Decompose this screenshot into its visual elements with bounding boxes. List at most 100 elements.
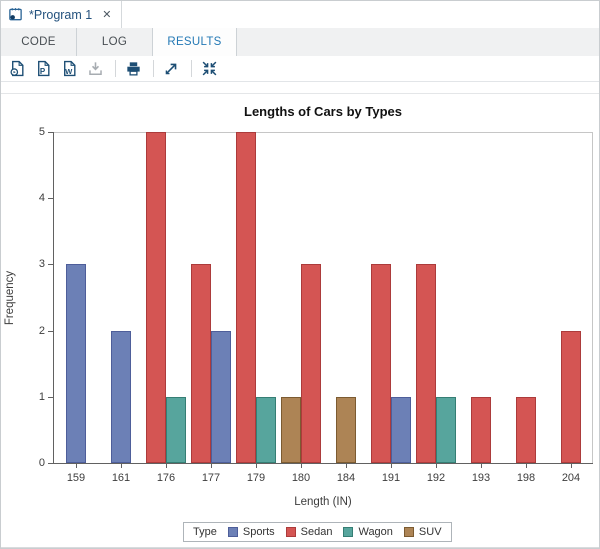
y-tick xyxy=(48,132,53,133)
x-tick xyxy=(121,463,122,468)
y-tick-label: 5 xyxy=(38,126,45,138)
tab-log[interactable]: LOG xyxy=(77,28,153,56)
legend-label: Wagon xyxy=(358,526,393,538)
x-tick xyxy=(571,463,572,468)
x-tick xyxy=(481,463,482,468)
x-tick xyxy=(211,463,212,468)
x-tick-label: 179 xyxy=(246,472,266,484)
x-tick xyxy=(436,463,437,468)
x-tick xyxy=(526,463,527,468)
legend-entry-wagon: Wagon xyxy=(343,526,393,538)
legend-swatch-suv xyxy=(403,527,414,537)
y-tick xyxy=(48,331,53,332)
x-axis-title: Length (IN) xyxy=(294,496,352,508)
x-tick-label: 159 xyxy=(66,472,86,484)
bar-177-sedan xyxy=(191,264,211,463)
x-tick-label: 184 xyxy=(336,472,356,484)
x-tick xyxy=(76,463,77,468)
print-icon[interactable] xyxy=(125,60,142,77)
open-in-new-window-icon[interactable] xyxy=(163,60,180,77)
legend-label: Sports xyxy=(242,526,275,538)
plot-area xyxy=(53,132,593,463)
bar-177-sports xyxy=(211,331,231,463)
bar-192-sedan xyxy=(416,264,436,463)
bar-191-sedan xyxy=(371,264,391,463)
results-tab-bar: CODE LOG RESULTS xyxy=(1,28,599,56)
bar-176-sedan xyxy=(146,132,166,463)
x-tick-label: 192 xyxy=(426,472,446,484)
bar-176-wagon xyxy=(166,397,186,463)
results-toolbar: P W xyxy=(1,56,599,82)
legend-entry-sedan: Sedan xyxy=(285,526,333,538)
results-html-icon[interactable] xyxy=(9,60,26,77)
bar-179-sedan xyxy=(236,132,256,463)
y-tick-label: 4 xyxy=(38,192,45,204)
x-tick-label: 204 xyxy=(561,472,581,484)
x-tick xyxy=(346,463,347,468)
tab-program-1[interactable]: *Program 1 ✕ xyxy=(1,1,123,28)
svg-text:P: P xyxy=(40,67,46,76)
results-area-divider xyxy=(1,93,599,94)
window-tab-title: *Program 1 xyxy=(29,7,93,22)
window-tab-strip: *Program 1 ✕ xyxy=(1,1,599,29)
toolbar-separator xyxy=(115,60,116,77)
y-axis-title: Frequency xyxy=(4,270,16,325)
x-tick-label: 177 xyxy=(201,472,221,484)
y-tick-label: 0 xyxy=(38,457,45,469)
y-tick xyxy=(48,397,53,398)
y-tick-label: 2 xyxy=(38,325,45,337)
bar-184-suv xyxy=(336,397,356,463)
y-tick xyxy=(48,264,53,265)
bar-192-wagon xyxy=(436,397,456,463)
x-tick xyxy=(301,463,302,468)
legend-entry-suv: SUV xyxy=(403,526,442,538)
bar-193-sedan xyxy=(471,397,491,463)
close-icon[interactable]: ✕ xyxy=(102,9,112,21)
legend-swatch-sports xyxy=(227,527,238,537)
x-tick xyxy=(166,463,167,468)
bar-198-sedan xyxy=(516,397,536,463)
tab-results[interactable]: RESULTS xyxy=(153,28,237,56)
toolbar-separator xyxy=(153,60,154,77)
x-tick xyxy=(391,463,392,468)
legend-label: Sedan xyxy=(300,526,333,538)
tab-code[interactable]: CODE xyxy=(1,28,77,56)
bar-180-sedan xyxy=(301,264,321,463)
results-word-icon[interactable]: W xyxy=(61,60,78,77)
x-tick-label: 191 xyxy=(381,472,401,484)
y-tick-label: 3 xyxy=(38,258,45,270)
legend-swatch-wagon xyxy=(343,527,354,537)
x-tick-label: 198 xyxy=(516,472,536,484)
collapse-view-icon[interactable] xyxy=(201,60,218,77)
legend-label: SUV xyxy=(418,526,442,538)
y-tick xyxy=(48,463,53,464)
x-tick-label: 176 xyxy=(156,472,176,484)
legend-entry-sports: Sports xyxy=(227,526,275,538)
x-axis-line xyxy=(53,463,593,464)
chart-title: Lengths of Cars by Types xyxy=(244,104,402,119)
x-tick xyxy=(256,463,257,468)
bar-180-suv xyxy=(281,397,301,463)
chart-legend: Type Sports Sedan Wagon SUV xyxy=(183,522,452,542)
x-tick-label: 161 xyxy=(111,472,131,484)
y-axis-line xyxy=(53,132,54,464)
bar-161-sports xyxy=(111,331,131,463)
toolbar-separator xyxy=(191,60,192,77)
bar-204-sedan xyxy=(561,331,581,463)
bar-159-sports xyxy=(66,264,86,463)
results-bottom-border xyxy=(1,547,599,548)
program-icon xyxy=(8,7,23,22)
x-tick-label: 193 xyxy=(471,472,491,484)
bar-179-wagon xyxy=(256,397,276,463)
legend-title: Type xyxy=(193,526,217,538)
download-icon[interactable] xyxy=(87,60,104,77)
y-tick xyxy=(48,198,53,199)
bar-191-sports xyxy=(391,397,411,463)
legend-swatch-sedan xyxy=(285,527,296,537)
results-pdf-icon[interactable]: P xyxy=(35,60,52,77)
y-tick-label: 1 xyxy=(38,391,45,403)
x-tick-label: 180 xyxy=(291,472,311,484)
svg-text:W: W xyxy=(65,67,72,76)
